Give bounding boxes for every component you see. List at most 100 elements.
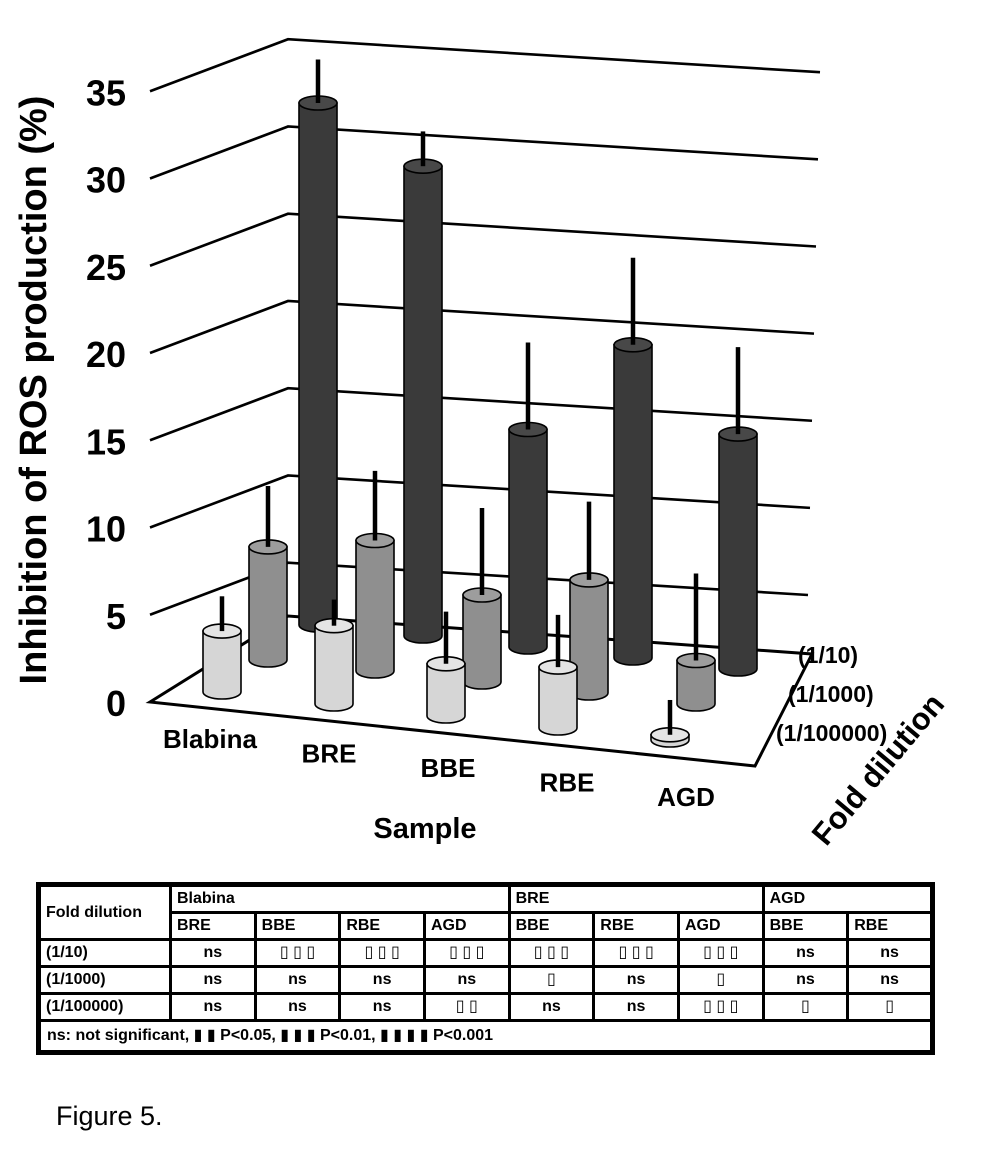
table-row: (1/1000) ns ns ns ns ▯ ns ▯ ns ns: [37, 965, 934, 995]
cylinder-bar-RBE-(1/10): [613, 257, 653, 666]
group-header: AGD: [761, 883, 935, 914]
cylinder-body: [314, 624, 354, 712]
cylinder-bar-BBE-(1/10): [508, 342, 548, 655]
z-tick-label: (1/10): [798, 642, 858, 668]
y-tick-label: 35: [86, 72, 126, 113]
sub-header: AGD: [422, 911, 511, 941]
significance-cell: ns: [169, 965, 257, 995]
sub-header: BBE: [507, 911, 596, 941]
z-axis-title: Fold dilution: [805, 687, 951, 852]
cylinder-body: [508, 428, 548, 655]
x-category-label: BRE: [302, 739, 357, 769]
y-tick-label: 10: [86, 509, 126, 550]
figure-caption: Figure 5.: [56, 1101, 163, 1131]
sub-header: AGD: [676, 911, 765, 941]
cylinder-body: [298, 102, 338, 633]
cylinder-body: [538, 666, 578, 736]
sub-header: BBE: [253, 911, 342, 941]
x-category-label: Blabina: [163, 724, 257, 754]
row-label: (1/1000): [37, 965, 172, 995]
cylinder-bar-Blabina-(1/10): [298, 59, 338, 633]
significance-cell: ns: [169, 992, 257, 1022]
significance-cell: ns: [761, 938, 850, 968]
significance-cell: ▯: [846, 992, 934, 1022]
y-tick-label: 25: [86, 247, 126, 288]
cylinder-body: [613, 344, 653, 666]
significance-cell: ▯: [761, 992, 850, 1022]
cylinder-body: [403, 165, 443, 644]
significance-cell: ns: [422, 965, 511, 995]
significance-cell: ns: [253, 992, 342, 1022]
cylinder-body: [462, 594, 502, 690]
z-tick-label: (1/1000): [788, 681, 874, 707]
fold-dilution-header: Fold dilution: [37, 883, 172, 941]
row-label: (1/10): [37, 938, 172, 968]
cylinder-body: [676, 659, 716, 712]
x-category-label: AGD: [657, 782, 715, 812]
table-footnote: ns: not significant, ▮ ▮ P<0.05, ▮ ▮ ▮ P…: [37, 1019, 934, 1054]
significance-cell: ▯ ▯ ▯: [422, 938, 511, 968]
significance-table: Fold dilution Blabina BRE AGD BRE BBE RBE AGD BB…: [36, 882, 935, 1055]
significance-cell: ▯ ▯ ▯: [507, 938, 596, 968]
cylinder-bar-AGD-(1/1000): [676, 573, 716, 712]
cylinder-body: [202, 630, 242, 700]
z-tick-label: (1/100000): [776, 720, 887, 746]
gridline: [149, 37, 821, 93]
y-tick-label: 20: [86, 334, 126, 375]
y-tick-label: 0: [106, 683, 126, 724]
significance-cell: ▯ ▯ ▯: [253, 938, 342, 968]
x-category-label: BBE: [421, 753, 476, 783]
cylinder-bar-Blabina-(1/100000): [202, 596, 242, 700]
sub-header: RBE: [592, 911, 680, 941]
gridline: [149, 386, 813, 442]
gridline: [149, 125, 819, 180]
significance-cell: ▯ ▯ ▯: [676, 992, 765, 1022]
significance-cell: ns: [507, 992, 596, 1022]
cylinder-bar-BRE-(1/10): [403, 131, 443, 644]
cylinder-body: [718, 433, 758, 677]
significance-cell: ns: [169, 938, 257, 968]
y-axis-title: Inhibition of ROS production (%): [13, 96, 55, 685]
cylinder-bar-AGD-(1/10): [718, 347, 758, 677]
sub-header: BRE: [169, 911, 257, 941]
cylinder-body: [426, 663, 466, 724]
group-header: BRE: [507, 883, 765, 914]
y-tick-label: 15: [86, 421, 126, 462]
significance-cell: ns: [592, 965, 680, 995]
significance-cell: ns: [761, 965, 850, 995]
significance-cell: ▯: [507, 965, 596, 995]
sub-header: RBE: [846, 911, 934, 941]
sub-header: BBE: [761, 911, 850, 941]
table-row: (1/10) ns ▯ ▯ ▯ ▯ ▯ ▯ ▯ ▯ ▯ ▯ ▯ ▯ ▯ ▯ ▯ ▯ ▯ ▯ ns…: [37, 938, 934, 968]
group-header: Blabina: [169, 883, 511, 914]
significance-cell: ns: [338, 992, 426, 1022]
cylinder-bar-AGD-(1/100000): [650, 699, 690, 748]
significance-cell: ▯: [676, 965, 765, 995]
cylinder-bar-BBE-(1/100000): [426, 611, 466, 724]
significance-cell: ▯ ▯ ▯: [676, 938, 765, 968]
significance-cell: ns: [592, 992, 680, 1022]
cylinder-bar-BRE-(1/100000): [314, 599, 354, 712]
significance-cell: ▯ ▯ ▯: [338, 938, 426, 968]
x-axis-title: Sample: [373, 813, 476, 845]
cylinder-bar-Blabina-(1/1000): [248, 486, 288, 668]
significance-cell: ns: [338, 965, 426, 995]
row-label: (1/100000): [37, 992, 172, 1022]
y-tick-label: 30: [86, 160, 126, 201]
x-category-label: RBE: [540, 768, 595, 798]
cylinder-body: [355, 539, 395, 679]
gridline: [149, 212, 817, 267]
ros-inhibition-3d-cylinder-chart: 0 5 10 15 20 25 30 35 Blabina BRE BBE RBE AGD (1/10) (…: [13, 37, 951, 852]
sub-header: RBE: [338, 911, 426, 941]
gridline: [149, 299, 815, 355]
significance-cell: ns: [846, 938, 934, 968]
cylinder-bar-RBE-(1/100000): [538, 614, 578, 736]
cylinder-bar-BBE-(1/1000): [462, 508, 502, 690]
cylinder-bar-RBE-(1/1000): [569, 501, 609, 701]
cylinder-body: [248, 546, 288, 668]
significance-cell: ▯ ▯: [422, 992, 511, 1022]
significance-cell: ns: [846, 965, 934, 995]
y-tick-label: 5: [106, 596, 126, 637]
significance-cell: ▯ ▯ ▯: [592, 938, 680, 968]
